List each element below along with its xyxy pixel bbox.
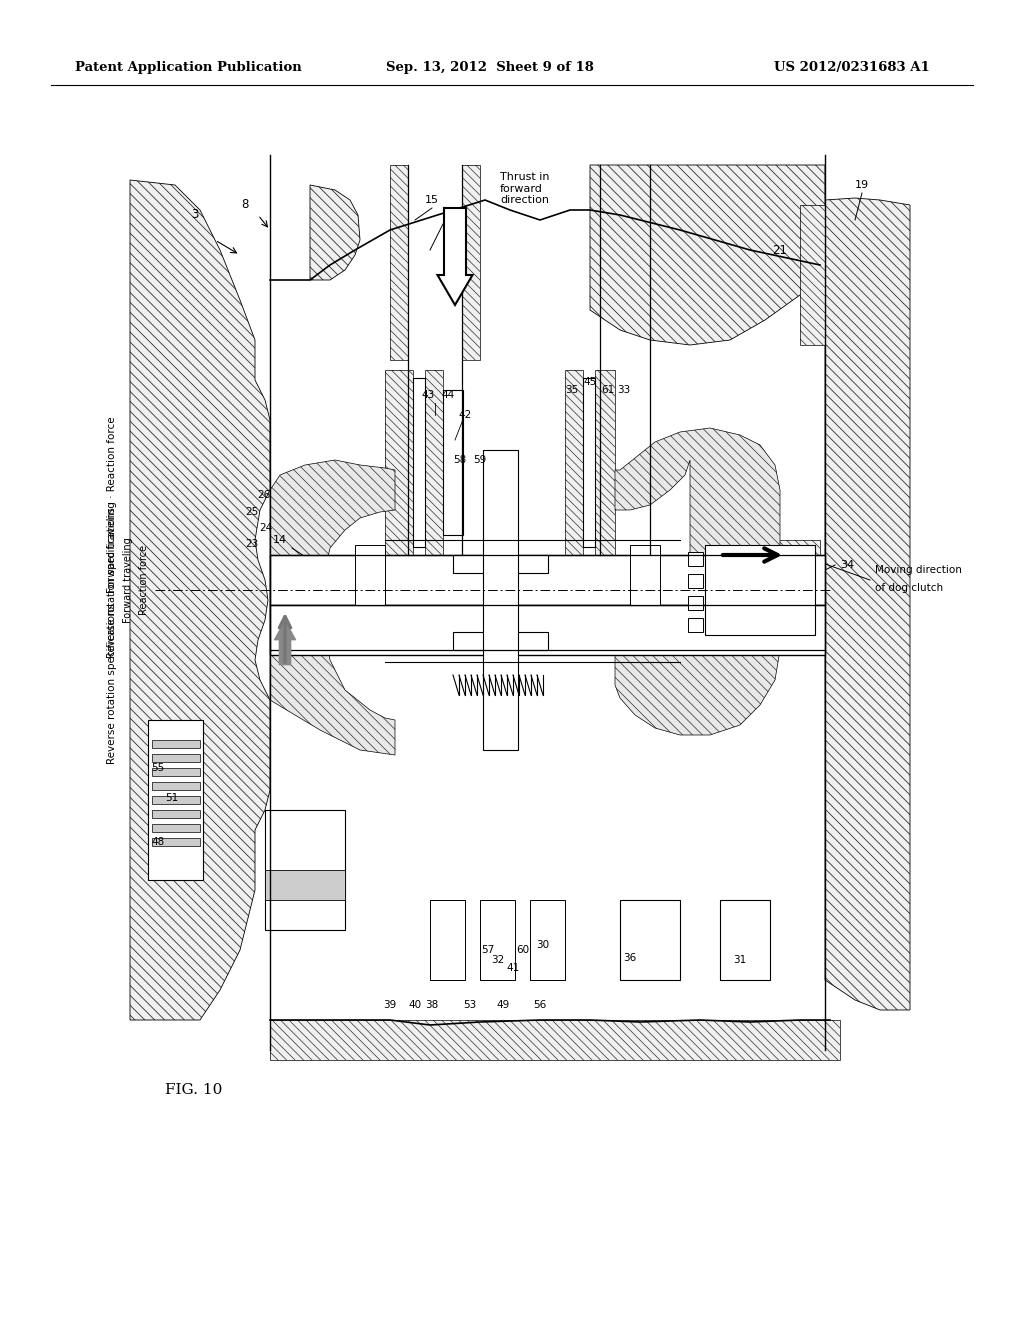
Bar xyxy=(148,719,203,880)
Text: FIG. 10: FIG. 10 xyxy=(165,1082,222,1097)
Text: 26: 26 xyxy=(257,490,270,500)
Polygon shape xyxy=(385,370,413,554)
Polygon shape xyxy=(620,900,680,979)
Text: Reverse rotation specifications · Forward traveling · Reaction force: Reverse rotation specifications · Forwar… xyxy=(106,416,117,764)
Text: Reaction force: Reaction force xyxy=(139,545,150,615)
Polygon shape xyxy=(595,370,615,554)
Text: of dog clutch: of dog clutch xyxy=(874,583,943,593)
Bar xyxy=(688,574,703,587)
Text: 36: 36 xyxy=(624,953,637,964)
Bar xyxy=(152,810,200,818)
Polygon shape xyxy=(590,165,825,345)
Text: 34: 34 xyxy=(840,560,854,570)
Bar xyxy=(688,618,703,632)
Bar xyxy=(483,450,518,750)
Text: 38: 38 xyxy=(425,1001,438,1010)
Text: 55: 55 xyxy=(152,763,165,774)
Bar xyxy=(270,554,825,605)
Text: 59: 59 xyxy=(473,455,486,465)
Bar xyxy=(453,554,548,573)
Polygon shape xyxy=(700,540,820,640)
Bar xyxy=(355,545,385,605)
Text: US 2012/0231683 A1: US 2012/0231683 A1 xyxy=(774,62,930,74)
Polygon shape xyxy=(615,428,780,735)
Bar xyxy=(453,632,548,649)
Text: 3: 3 xyxy=(191,209,199,222)
Polygon shape xyxy=(430,900,465,979)
Polygon shape xyxy=(130,180,270,1020)
Bar xyxy=(720,900,770,979)
Text: 49: 49 xyxy=(497,1001,510,1010)
Text: 8: 8 xyxy=(242,198,249,211)
Text: 60: 60 xyxy=(516,945,529,954)
Text: Patent Application Publication: Patent Application Publication xyxy=(75,62,302,74)
Text: 44: 44 xyxy=(441,389,455,400)
Bar xyxy=(620,900,680,979)
Text: 14: 14 xyxy=(273,535,287,545)
Bar xyxy=(152,796,200,804)
Text: 24: 24 xyxy=(259,523,272,533)
Polygon shape xyxy=(270,1020,840,1060)
Text: 23: 23 xyxy=(245,539,258,549)
Text: 45: 45 xyxy=(584,378,597,387)
Text: 40: 40 xyxy=(409,1001,422,1010)
Bar xyxy=(430,900,465,979)
Bar xyxy=(443,389,463,535)
Polygon shape xyxy=(390,165,408,360)
Bar xyxy=(152,781,200,789)
Polygon shape xyxy=(825,198,910,1010)
Bar xyxy=(688,597,703,610)
Polygon shape xyxy=(310,185,360,280)
Text: 53: 53 xyxy=(464,1001,476,1010)
Text: Sep. 13, 2012  Sheet 9 of 18: Sep. 13, 2012 Sheet 9 of 18 xyxy=(386,62,594,74)
Bar xyxy=(630,545,660,605)
Bar xyxy=(152,824,200,832)
Bar xyxy=(152,838,200,846)
Bar xyxy=(530,900,565,979)
Polygon shape xyxy=(462,165,480,360)
Text: 35: 35 xyxy=(565,385,579,395)
Bar xyxy=(583,378,595,546)
Text: 58: 58 xyxy=(454,455,467,465)
Polygon shape xyxy=(270,459,395,755)
Text: 43: 43 xyxy=(421,389,434,400)
Text: 15: 15 xyxy=(425,195,439,205)
Text: 21: 21 xyxy=(772,243,787,256)
Text: 42: 42 xyxy=(459,411,472,420)
Bar xyxy=(152,754,200,762)
Text: Reverse rotation specifications ·: Reverse rotation specifications · xyxy=(106,502,117,659)
Bar xyxy=(480,900,515,979)
Text: 19: 19 xyxy=(855,180,869,190)
Bar xyxy=(152,768,200,776)
Text: 31: 31 xyxy=(733,954,746,965)
Polygon shape xyxy=(530,900,565,979)
Bar xyxy=(265,870,345,900)
Text: 51: 51 xyxy=(165,793,178,803)
Bar xyxy=(413,378,425,546)
Text: 33: 33 xyxy=(617,385,631,395)
Bar xyxy=(270,605,825,655)
Text: 57: 57 xyxy=(481,945,495,954)
Text: 39: 39 xyxy=(383,1001,396,1010)
Polygon shape xyxy=(800,205,825,345)
Text: Thrust in
forward
direction: Thrust in forward direction xyxy=(500,172,550,205)
Text: Moving direction: Moving direction xyxy=(874,565,962,576)
Bar xyxy=(265,810,345,931)
Text: 48: 48 xyxy=(152,837,165,847)
Text: Forward traveling: Forward traveling xyxy=(123,537,133,623)
Text: 32: 32 xyxy=(492,954,505,965)
FancyArrow shape xyxy=(274,620,296,665)
Polygon shape xyxy=(480,900,515,979)
Text: 30: 30 xyxy=(537,940,550,950)
Text: 56: 56 xyxy=(534,1001,547,1010)
Bar xyxy=(705,545,815,635)
FancyArrow shape xyxy=(437,209,472,305)
Bar xyxy=(688,552,703,566)
Bar xyxy=(152,741,200,748)
Polygon shape xyxy=(425,370,443,554)
Text: 61: 61 xyxy=(601,385,614,395)
Polygon shape xyxy=(565,370,583,554)
Text: 25: 25 xyxy=(245,507,258,517)
Text: 41: 41 xyxy=(507,964,519,973)
